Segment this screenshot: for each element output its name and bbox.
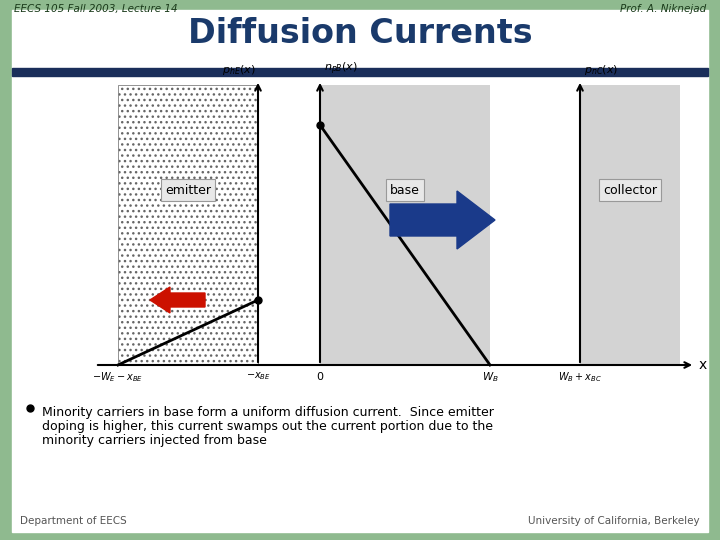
Text: $-W_E - x_{BE}$: $-W_E - x_{BE}$ (92, 370, 143, 384)
Text: EECS 105 Fall 2003, Lecture 14: EECS 105 Fall 2003, Lecture 14 (14, 4, 178, 14)
Text: collector: collector (603, 184, 657, 197)
Text: $W_B + x_{BC}$: $W_B + x_{BC}$ (558, 370, 602, 384)
Bar (12, 68, 708, 76)
Text: $p_{hE}(x)$: $p_{hE}(x)$ (222, 63, 256, 77)
Text: x: x (699, 358, 707, 372)
Text: $-x_{BE}$: $-x_{BE}$ (246, 370, 271, 382)
FancyArrow shape (390, 191, 495, 249)
Text: minority carriers injected from base: minority carriers injected from base (42, 434, 267, 447)
Text: doping is higher, this current swamps out the current portion due to the: doping is higher, this current swamps ou… (42, 420, 493, 433)
Text: $0$: $0$ (316, 370, 324, 382)
Text: Diffusion Currents: Diffusion Currents (188, 17, 532, 50)
Text: $p_{nC}(x)$: $p_{nC}(x)$ (584, 63, 618, 77)
Text: $n_{pB}(x)$: $n_{pB}(x)$ (324, 60, 358, 77)
Text: Prof. A. Niknejad: Prof. A. Niknejad (620, 4, 706, 14)
FancyArrow shape (150, 287, 205, 313)
Text: Department of EECS: Department of EECS (20, 516, 127, 526)
Text: emitter: emitter (165, 184, 211, 197)
Text: Minority carriers in base form a uniform diffusion current.  Since emitter: Minority carriers in base form a uniform… (42, 406, 494, 419)
Text: University of California, Berkeley: University of California, Berkeley (528, 516, 700, 526)
Text: $W_B$: $W_B$ (482, 370, 498, 384)
Bar (118, 85, 258, 365)
Text: base: base (390, 184, 420, 197)
Bar (320, 85, 490, 365)
Bar (580, 85, 680, 365)
